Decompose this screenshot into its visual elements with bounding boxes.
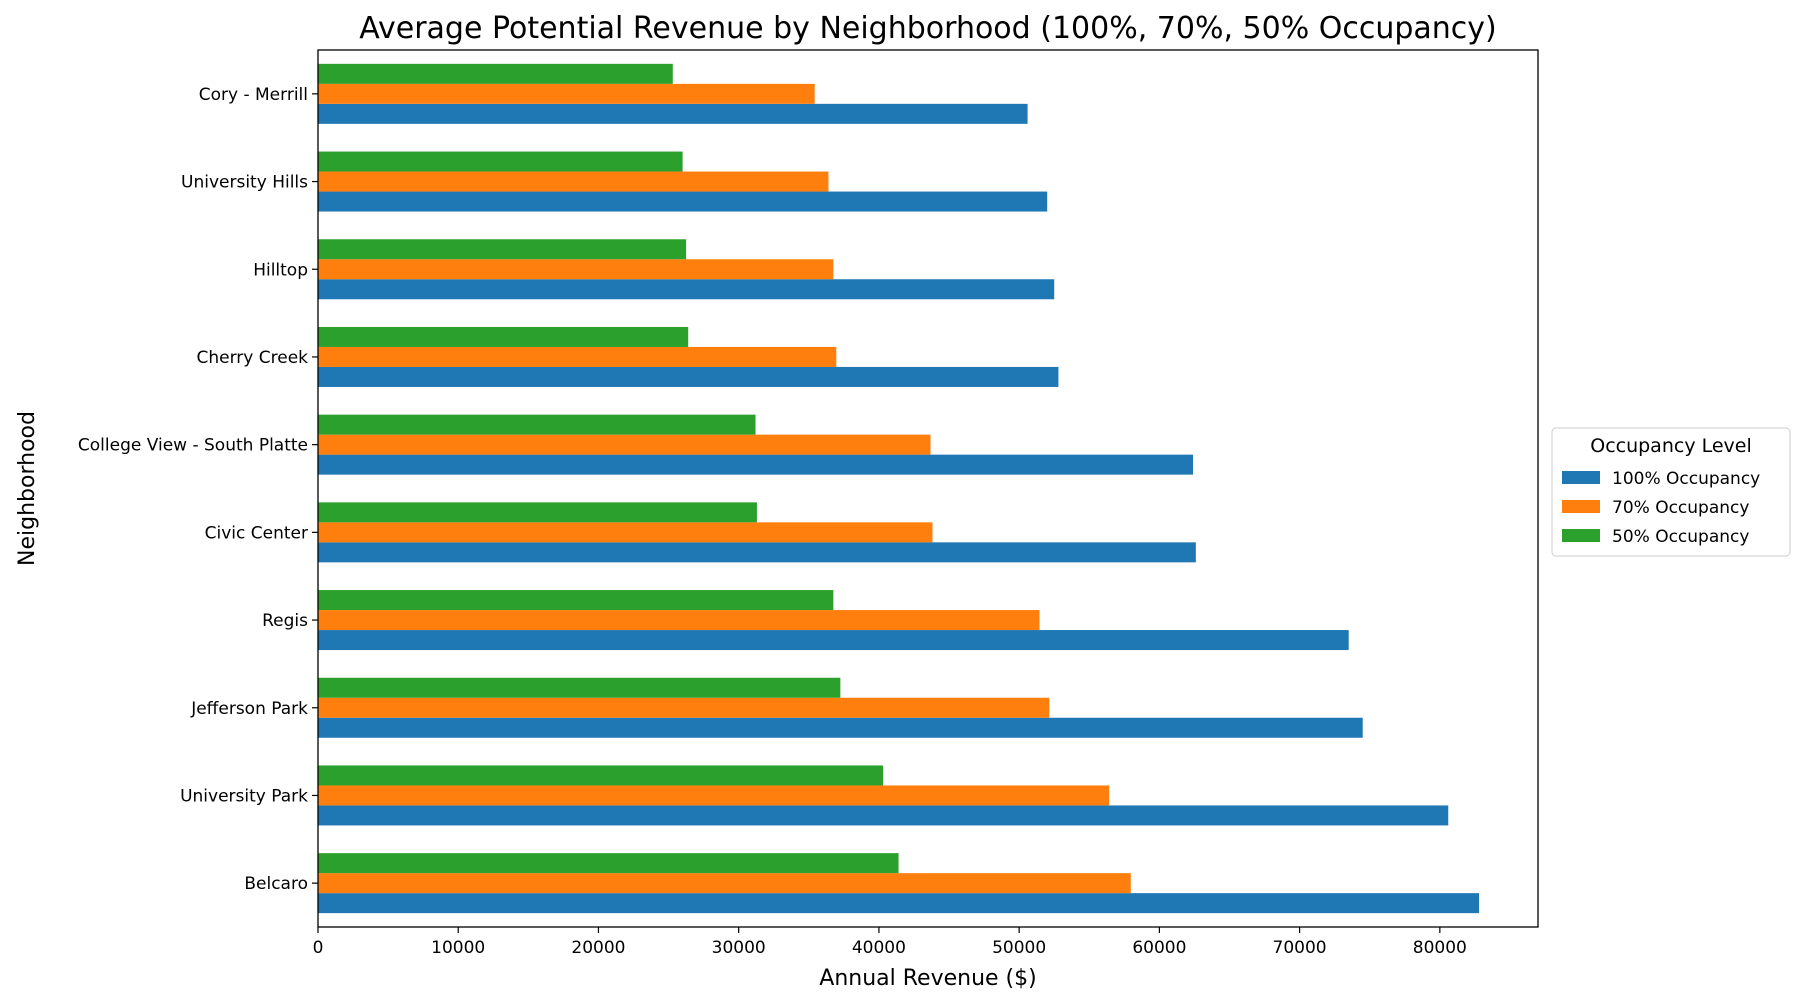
x-tick-label: 20000 [571,938,625,958]
x-tick-label: 0 [313,938,324,958]
y-tick-label: University Hills [181,173,308,193]
bar-100-occupancy-cory-merrill [318,103,1028,124]
bar-50-occupancy-college-view-south-platte [318,414,756,435]
bar-70-occupancy-hilltop [318,259,834,280]
bar-100-occupancy-hilltop [318,279,1055,300]
bar-50-occupancy-hilltop [318,239,687,260]
y-tick-label: College View - South Platte [78,436,308,456]
legend: Occupancy Level 100% Occupancy 70% Occupa… [1551,427,1791,557]
bar-100-occupancy-college-view-south-platte [318,454,1194,475]
y-tick-label: Cherry Creek [197,348,309,368]
y-tick-label: Jefferson Park [190,699,308,719]
legend-title: Occupancy Level [1590,435,1752,457]
y-axis-label: Neighborhood [15,411,40,566]
legend-swatch [1562,471,1600,484]
bar-70-occupancy-civic-center [318,522,933,543]
x-tick-label: 80000 [1413,938,1467,958]
plot-area [318,63,1480,914]
bar-100-occupancy-belcaro [318,893,1480,914]
x-tick-label: 40000 [852,938,906,958]
bar-50-occupancy-belcaro [318,853,899,874]
bar-70-occupancy-belcaro [318,873,1131,894]
plot-frame [317,49,1539,928]
bar-50-occupancy-cherry-creek [318,326,689,347]
bar-70-occupancy-university-park [318,785,1110,806]
bar-50-occupancy-university-hills [318,151,683,172]
bar-70-occupancy-jefferson-park [318,697,1050,718]
y-tick-label: Belcaro [244,874,308,894]
bar-70-occupancy-cherry-creek [318,346,837,367]
y-axis-ticks: Belcaro University Park Jefferson Park Regi… [78,85,318,894]
chart-title: Average Potential Revenue by Neighborhoo… [359,11,1497,46]
bar-50-occupancy-cory-merrill [318,63,673,84]
x-axis-label: Annual Revenue ($) [819,966,1036,991]
y-tick-label: Hilltop [253,260,308,280]
legend-swatch [1562,529,1600,542]
bar-50-occupancy-jefferson-park [318,677,841,698]
x-tick-label: 70000 [1273,938,1327,958]
bar-70-occupancy-cory-merrill [318,83,815,104]
x-tick-label: 60000 [1132,938,1186,958]
bar-70-occupancy-college-view-south-platte [318,434,931,455]
legend-label: 50% Occupancy [1612,527,1749,547]
bar-100-occupancy-university-hills [318,191,1048,212]
bar-50-occupancy-university-park [318,765,884,786]
y-tick-label: Regis [262,611,308,631]
bar-70-occupancy-regis [318,610,1040,631]
bar-100-occupancy-cherry-creek [318,366,1059,387]
bar-100-occupancy-regis [318,630,1349,651]
bar-100-occupancy-civic-center [318,542,1196,563]
y-tick-label: Cory - Merrill [199,85,308,105]
bar-50-occupancy-regis [318,590,834,611]
legend-swatch [1562,500,1600,513]
bar-70-occupancy-university-hills [318,171,829,192]
bar-50-occupancy-civic-center [318,502,757,523]
legend-label: 100% Occupancy [1612,469,1760,489]
bar-100-occupancy-jefferson-park [318,717,1363,738]
legend-box [1551,427,1791,557]
x-tick-label: 30000 [712,938,766,958]
y-tick-label: University Park [180,786,308,806]
y-tick-label: Civic Center [205,523,308,543]
x-axis-ticks: 0 10000 20000 30000 40000 50000 60000 70000 8000… [313,927,1467,958]
legend-label: 70% Occupancy [1612,498,1749,518]
x-tick-label: 10000 [431,938,485,958]
x-tick-label: 50000 [992,938,1046,958]
bar-100-occupancy-university-park [318,805,1449,826]
